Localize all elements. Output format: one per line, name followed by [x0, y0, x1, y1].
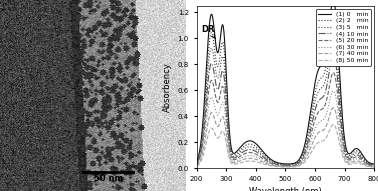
Y-axis label: Absorbency: Absorbency [163, 62, 172, 112]
Text: 50 nm: 50 nm [94, 174, 123, 183]
X-axis label: Wavelength (nm): Wavelength (nm) [249, 187, 322, 191]
Text: DR: DR [201, 25, 215, 39]
Legend: (1) 0   min, (2) 2   min, (3) 5   min, (4) 10 min, (5) 20 min, (6) 30 min, (7) 4: (1) 0 min, (2) 2 min, (3) 5 min, (4) 10 … [316, 9, 371, 66]
Text: MB: MB [338, 12, 362, 22]
